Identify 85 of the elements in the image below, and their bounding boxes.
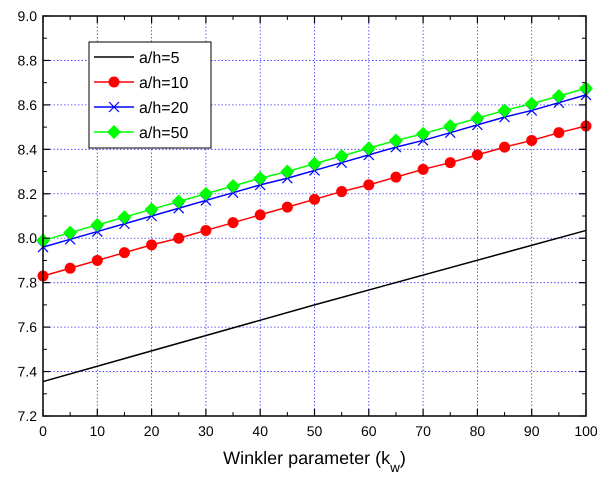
- point: [117, 210, 132, 224]
- legend-label: a/h=5: [139, 50, 180, 67]
- y-tick-label: 8.2: [18, 186, 38, 202]
- legend-label: a/h=20: [139, 100, 188, 117]
- point: [253, 171, 268, 186]
- point: [363, 179, 374, 190]
- point: [443, 119, 458, 133]
- point: [200, 224, 212, 236]
- point: [254, 209, 266, 220]
- point: [118, 218, 130, 230]
- y-tick-label: 9.0: [18, 8, 38, 24]
- point: [498, 103, 512, 118]
- x-axis-title: Winkler parameter (k$_{w}$): [223, 448, 406, 474]
- y-tick-label: 7.2: [18, 408, 38, 424]
- point: [363, 149, 374, 160]
- point: [390, 172, 402, 183]
- legend-label: a/h=50: [139, 125, 188, 142]
- point: [200, 194, 212, 206]
- y-tick-label: 8.4: [18, 141, 38, 158]
- point: [173, 202, 184, 214]
- point: [470, 111, 484, 126]
- point: [64, 234, 76, 245]
- point: [172, 194, 186, 209]
- point: [226, 179, 240, 193]
- x-tick-label: 20: [144, 423, 160, 439]
- point: [334, 149, 349, 163]
- point: [280, 164, 294, 179]
- point: [524, 96, 539, 111]
- point: [308, 164, 320, 176]
- x-tick-label: 50: [306, 423, 322, 439]
- x-tick-label: 100: [574, 423, 598, 439]
- point: [146, 210, 158, 222]
- point: [362, 141, 376, 156]
- point: [444, 157, 456, 168]
- point: [146, 239, 158, 250]
- x-tick-label: 80: [470, 423, 486, 439]
- x-tick-label: 0: [39, 423, 48, 439]
- point: [498, 112, 510, 123]
- point: [118, 247, 130, 258]
- point: [309, 194, 320, 205]
- point: [444, 127, 456, 138]
- y-tick-label: 8.8: [18, 52, 38, 68]
- point: [228, 217, 239, 228]
- point: [308, 156, 322, 171]
- y-tick-label: 8.0: [18, 230, 38, 246]
- point: [552, 89, 566, 103]
- y-tick-label: 7.4: [18, 364, 38, 380]
- legend-label: a/h=10: [139, 75, 188, 92]
- point: [173, 232, 184, 244]
- point: [90, 218, 104, 232]
- point: [418, 134, 429, 146]
- y-tick-label: 7.6: [18, 319, 38, 336]
- point: [418, 164, 429, 175]
- point: [336, 157, 348, 168]
- x-tick-label: 70: [415, 423, 432, 439]
- point: [92, 226, 103, 238]
- point: [144, 202, 159, 216]
- point: [282, 172, 293, 184]
- point: [64, 262, 76, 274]
- point: [198, 186, 213, 201]
- point: [388, 133, 403, 148]
- point: [472, 119, 483, 130]
- x-tick-label: 30: [198, 423, 214, 439]
- point: [227, 187, 239, 198]
- x-tick-label: 40: [252, 423, 268, 439]
- point: [92, 254, 103, 266]
- x-tick-label: 10: [90, 423, 106, 439]
- x-tick-label: 90: [524, 423, 540, 439]
- point: [390, 142, 402, 153]
- point: [526, 104, 538, 116]
- point: [63, 226, 78, 240]
- point: [282, 202, 293, 213]
- point: [553, 97, 564, 108]
- point: [416, 126, 430, 141]
- point: [526, 134, 538, 146]
- x-tick-label: 60: [361, 423, 377, 439]
- point: [553, 127, 564, 138]
- y-tick-label: 7.8: [18, 274, 38, 291]
- point: [580, 89, 592, 100]
- point: [254, 179, 266, 190]
- point: [472, 149, 483, 160]
- point: [37, 242, 49, 253]
- y-tick-label: 8.6: [18, 96, 38, 113]
- point: [336, 186, 348, 198]
- point: [499, 142, 510, 153]
